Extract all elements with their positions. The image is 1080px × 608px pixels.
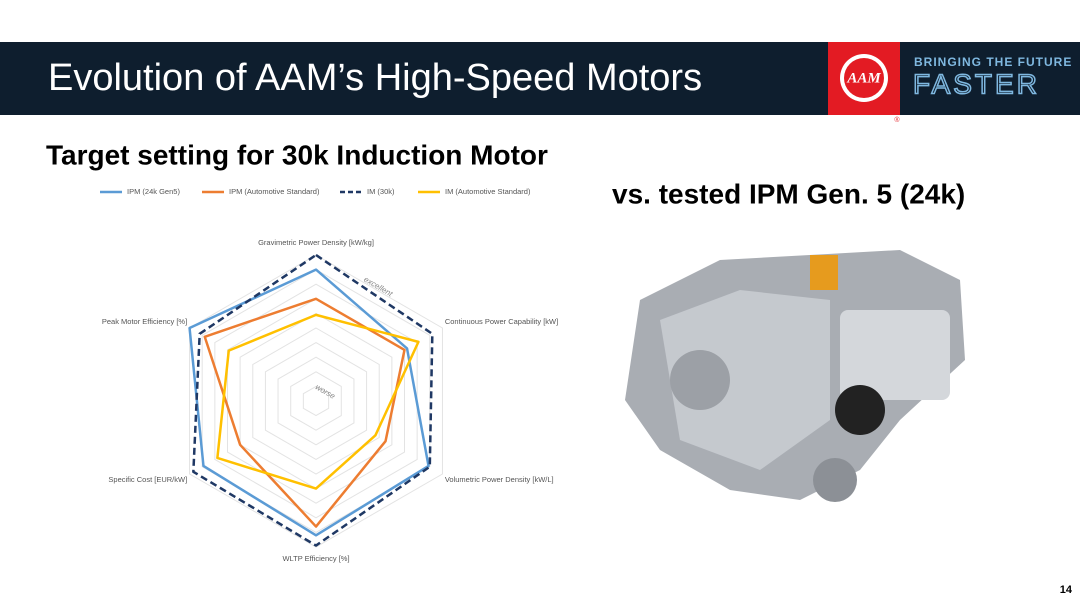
series-line	[216, 313, 420, 490]
grid-ring	[290, 371, 342, 431]
grid-ring	[252, 327, 380, 475]
logo-circle-inner	[844, 58, 884, 98]
axis-label: WLTP Efficiency [%]	[282, 554, 349, 563]
axis-label: Peak Motor Efficiency [%]	[102, 317, 187, 326]
page-number: 14	[1060, 584, 1073, 596]
grid-ring	[302, 385, 330, 417]
caption: vs. tested IPM Gen. 5 (24k)	[612, 178, 965, 209]
tagline: BRINGING THE FUTURE	[914, 55, 1072, 69]
grid-ring	[214, 283, 418, 519]
legend-label: IM (Automotive Standard)	[445, 187, 531, 196]
legend-label: IM (30k)	[367, 187, 395, 196]
grid-ring	[201, 269, 431, 533]
axis-label: Specific Cost [EUR/kW]	[108, 475, 187, 484]
series-line	[192, 253, 434, 547]
legend-label: IPM (Automotive Standard)	[229, 187, 320, 196]
annotation: excellent	[362, 275, 395, 299]
axis-label: Continuous Power Capability [kW]	[445, 317, 558, 326]
grid-ring	[277, 356, 355, 446]
annotation: worse	[314, 382, 337, 401]
subtitle: Target setting for 30k Induction Motor	[46, 139, 548, 170]
grid-ring	[226, 298, 406, 504]
axis-label: Volumetric Power Density [kW/L]	[445, 475, 554, 484]
motor-image	[625, 250, 965, 502]
grid-ring	[264, 342, 368, 460]
header-title: Evolution of AAM’s High-Speed Motors	[48, 57, 702, 99]
series-line	[203, 297, 406, 528]
series-line	[188, 268, 430, 537]
axis-label: Gravimetric Power Density [kW/kg]	[258, 238, 374, 247]
tagline: FASTER	[913, 68, 1040, 99]
registered: ®	[894, 116, 900, 124]
logo-text: AAM	[846, 70, 881, 86]
legend-label: IPM (24k Gen5)	[127, 187, 180, 196]
